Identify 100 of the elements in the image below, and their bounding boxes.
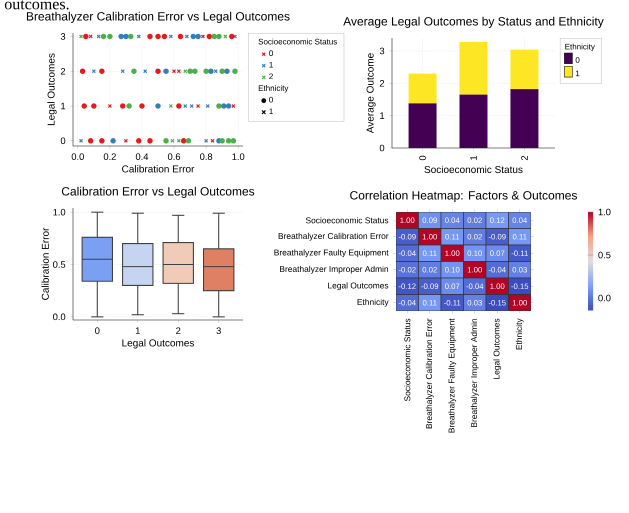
point	[120, 103, 126, 109]
y-axis-title: Average Outcome	[366, 53, 376, 134]
legend-label: 1	[269, 62, 273, 68]
bar	[510, 89, 538, 148]
x-tick-label: 0	[95, 327, 100, 334]
y-tick-label: 0.0	[53, 314, 66, 320]
point	[226, 103, 232, 109]
text: 1	[269, 108, 273, 114]
point	[216, 103, 222, 109]
point	[100, 34, 106, 40]
bar	[408, 74, 437, 104]
y-tick-label: 2	[60, 68, 66, 74]
point	[170, 138, 175, 143]
point	[186, 138, 192, 144]
point	[219, 68, 225, 74]
point	[155, 34, 161, 40]
point	[99, 138, 105, 144]
y-tick-label: 0	[380, 144, 384, 152]
x-tick-label: Breathalyzer Improper Admin	[470, 318, 479, 427]
point	[230, 138, 236, 144]
point	[147, 138, 153, 144]
x-tick-label: 0.4	[136, 153, 148, 160]
point	[183, 104, 188, 108]
y-tick-label: Legal Outcomes	[328, 282, 388, 290]
y-tick-label: 0	[60, 137, 66, 144]
point	[80, 68, 86, 74]
point	[206, 104, 210, 108]
point	[118, 34, 124, 40]
point	[195, 34, 201, 40]
point	[224, 68, 230, 74]
text: 0	[269, 96, 273, 103]
y-tick-label: Breathalyzer Calibration Error	[278, 232, 388, 241]
x-tick-label: 0.8	[200, 153, 212, 160]
x-tick-label: 0	[419, 156, 426, 160]
point	[211, 34, 217, 40]
point	[180, 138, 186, 144]
color-bar-label: 0.0	[598, 294, 611, 302]
color-bar-label: 1.0	[598, 208, 611, 216]
point	[162, 34, 168, 40]
chart-title: Calibration Error vs Legal Outcomes	[62, 186, 254, 198]
point	[190, 104, 194, 108]
chart-title: Breathalyzer Calibration Error vs Legal Outcomes	[26, 12, 290, 23]
y-tick-label: Breathalyzer Improper Admin	[280, 266, 388, 274]
legend-label: 0	[269, 50, 273, 56]
legend-title: Ethnicity	[565, 44, 595, 52]
point	[210, 138, 215, 143]
y-tick-label: Breathalyzer Faulty Equipment	[274, 249, 389, 258]
x-tick-label: 1	[470, 156, 477, 160]
point	[206, 34, 212, 40]
point	[124, 138, 128, 143]
x-tick-label: 0.0	[72, 153, 84, 160]
point	[147, 34, 153, 40]
point	[216, 34, 222, 40]
point	[83, 34, 89, 40]
point	[163, 138, 169, 144]
legend-label: 0	[576, 57, 580, 63]
legend-title: Socioeconomic Status	[258, 38, 338, 44]
x-tick-label: 2	[176, 327, 180, 334]
x-tick-label: 1	[136, 327, 140, 334]
y-tick-label: 0.5	[53, 261, 66, 268]
point	[203, 68, 209, 74]
point	[131, 68, 137, 74]
point	[229, 34, 235, 40]
point	[187, 68, 193, 74]
point	[128, 34, 134, 40]
point	[99, 68, 105, 74]
y-tick-label: 1.0	[53, 208, 66, 216]
chart-title: Average Legal Outcomes by Status and Ethnicity	[343, 16, 604, 28]
x-tick-label: 2	[521, 156, 528, 160]
y-axis-title: Calibration Error	[42, 228, 49, 300]
point	[192, 68, 198, 74]
x-tick-label: 3	[216, 327, 221, 334]
point	[208, 68, 214, 74]
text: Ethnicity	[258, 85, 288, 93]
x-tick-label: 1.0	[232, 153, 244, 160]
y-tick-label: 1	[380, 112, 384, 119]
chart-title: Correlation Heatmap: Factors & Outcomes	[350, 190, 577, 202]
x-axis-title: Socioeconomic Status	[424, 166, 523, 174]
y-tick-label: 2	[380, 80, 384, 87]
x-tick-label: Ethnicity	[516, 318, 524, 350]
bar	[460, 94, 488, 148]
point	[226, 138, 232, 144]
point	[178, 34, 184, 40]
point	[91, 103, 97, 109]
y-tick-label: Ethnicity	[358, 298, 389, 307]
point	[78, 138, 84, 143]
point	[221, 103, 226, 109]
point	[168, 104, 173, 108]
point	[110, 138, 116, 144]
x-tick-label: 0.2	[104, 153, 116, 160]
bar	[460, 42, 488, 95]
point	[155, 103, 161, 109]
point	[136, 138, 142, 144]
point	[219, 138, 225, 144]
legend-label: 2	[269, 73, 273, 80]
point	[155, 68, 161, 74]
point	[81, 103, 87, 109]
bar	[408, 103, 437, 148]
legend-label: 1	[576, 70, 580, 76]
point	[136, 34, 141, 39]
